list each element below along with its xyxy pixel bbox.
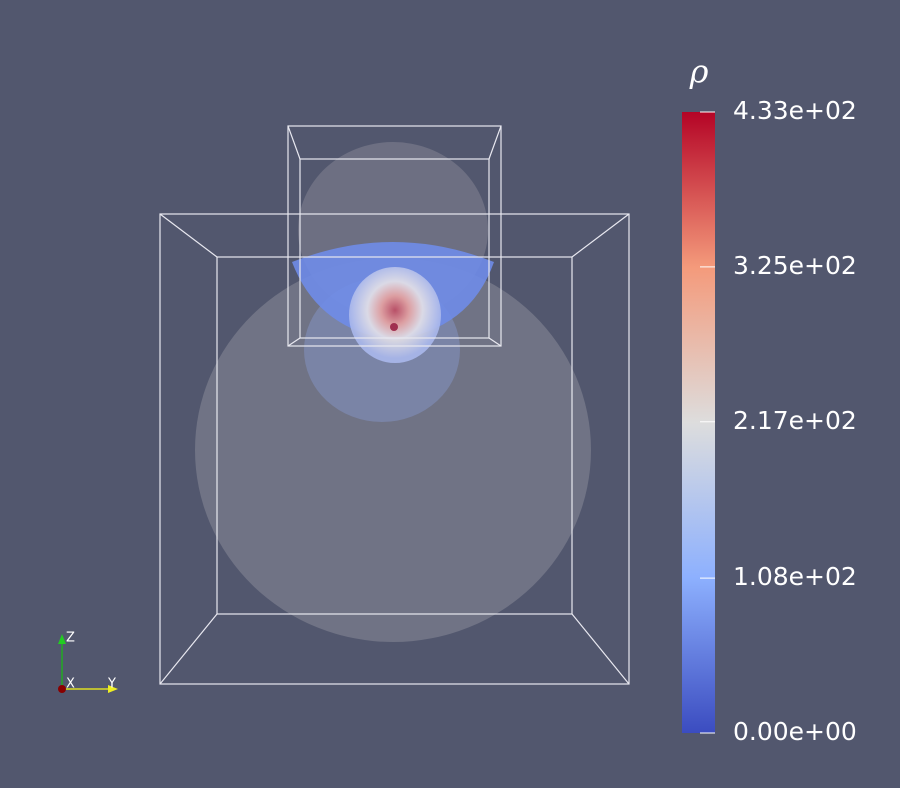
box-edges xyxy=(159,213,630,685)
outer-isosurface xyxy=(195,258,591,642)
z-label: Z xyxy=(66,631,75,646)
colorbar-tick-label: 2.17e+02 xyxy=(733,406,857,435)
peak xyxy=(390,323,398,331)
colorbar-title: ρ xyxy=(689,53,709,91)
colorbar-tick-label: 3.25e+02 xyxy=(733,251,857,280)
outer-box xyxy=(159,213,630,685)
colorbar-tick-label: 4.33e+02 xyxy=(733,96,857,125)
z-arrow xyxy=(58,634,66,644)
y-label: Y xyxy=(107,677,116,692)
colorbar-ramp xyxy=(682,112,715,733)
x-axis xyxy=(58,685,66,693)
top-box xyxy=(287,125,502,347)
top-box-edges xyxy=(287,125,502,347)
scene xyxy=(159,125,630,685)
inner-box xyxy=(216,256,573,615)
x-label: X xyxy=(66,677,75,692)
y-arrow xyxy=(108,685,118,693)
colorbar-tick-label: 1.08e+02 xyxy=(733,562,857,591)
orientation-axes: Z X Y xyxy=(58,631,118,693)
colorbar: ρ 4.33e+02 3.25e+02 2.17e+02 1.08e+02 0.00e+… xyxy=(682,53,857,746)
core-isosurface xyxy=(349,267,441,363)
top-inner-box xyxy=(299,158,490,339)
colorbar-tick-label: 0.00e+00 xyxy=(733,717,857,746)
